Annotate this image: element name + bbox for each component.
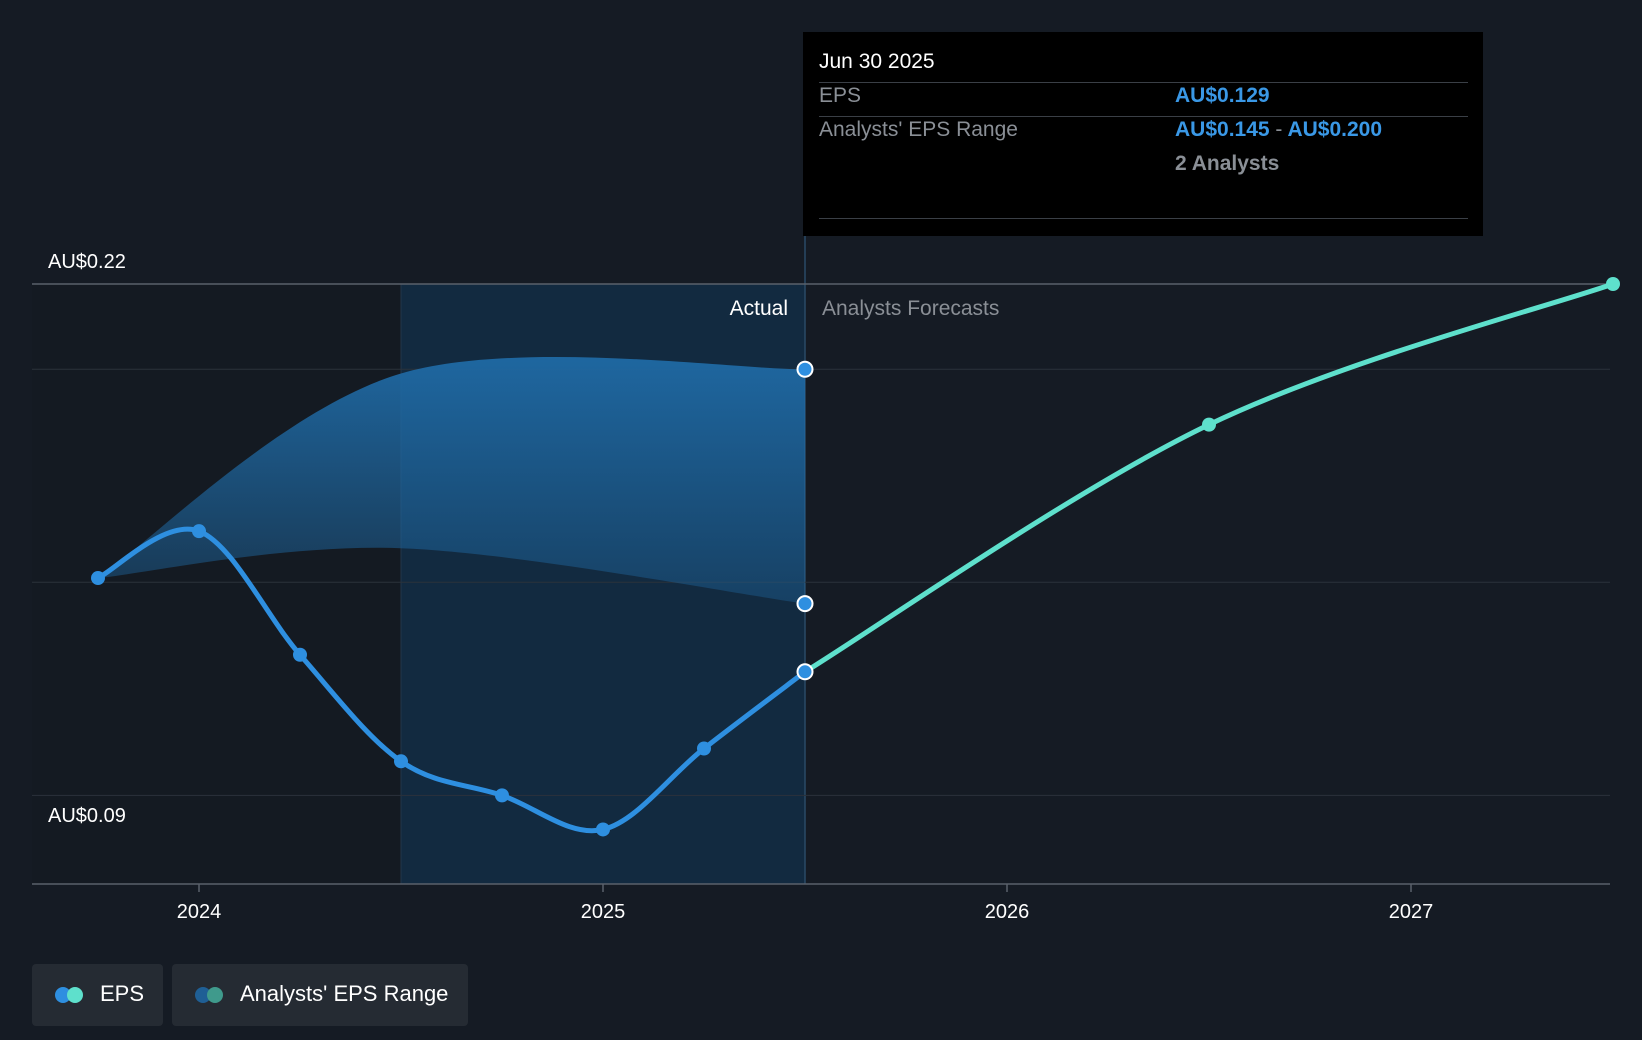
legend-eps-label: EPS xyxy=(100,981,145,1006)
legend-range-label: Analysts' EPS Range xyxy=(240,981,449,1006)
eps-forecast-point xyxy=(1606,277,1620,291)
x-tick-label: 2027 xyxy=(1389,901,1434,923)
eps-tooltip: Jun 30 2025 EPS AU$0.129 Analysts' EPS R… xyxy=(803,32,1483,236)
eps-forecast-line xyxy=(802,281,1616,675)
y-axis-label: AU$0.22 xyxy=(48,251,126,273)
tooltip-range-high: AU$0.200 xyxy=(1287,118,1383,141)
analysts-eps-range-layer xyxy=(98,357,805,604)
range-low-marker xyxy=(796,595,814,613)
eps-actual-point xyxy=(293,647,307,662)
tooltip-eps-label: EPS xyxy=(819,84,862,107)
range-high-marker xyxy=(796,360,814,378)
eps-point-layer xyxy=(91,277,1620,837)
eps-actual-point xyxy=(192,524,206,539)
eps-selected-marker xyxy=(796,663,814,681)
tooltip-date: Jun 30 2025 xyxy=(819,50,935,73)
legend-eps[interactable]: EPS xyxy=(32,964,163,1026)
y-axis-label: AU$0.09 xyxy=(48,805,126,827)
eps-forecast-dot-icon xyxy=(67,987,83,1003)
eps-actual-point xyxy=(495,788,509,803)
actual-section-label: Actual xyxy=(730,297,788,320)
tooltip-divider xyxy=(819,82,1468,83)
tooltip-range-separator: - xyxy=(1275,118,1283,141)
x-tick-label: 2024 xyxy=(177,901,222,923)
analysts-eps-range-band xyxy=(98,357,805,604)
eps-actual-point xyxy=(596,822,610,837)
tooltip-analyst-count: 2 Analysts xyxy=(1175,152,1280,175)
axis-label-layer: AU$0.22 AU$0.09 2024 2025 2026 2027 Actual Anal… xyxy=(48,251,1433,923)
eps-actual-point xyxy=(697,741,711,756)
x-tick-label: 2026 xyxy=(985,901,1030,923)
tooltip-eps-value: AU$0.129 xyxy=(1175,84,1270,107)
tooltip-divider xyxy=(819,116,1468,117)
eps-actual-point xyxy=(394,754,408,769)
tooltip-divider xyxy=(819,218,1468,219)
eps-actual-point xyxy=(91,571,105,586)
past-region-background xyxy=(32,284,401,884)
forecast-section-label: Analysts Forecasts xyxy=(822,297,999,320)
tooltip-range-label: Analysts' EPS Range xyxy=(819,118,1018,141)
eps-forecast-point xyxy=(1202,417,1216,432)
tooltip-range-low: AU$0.145 xyxy=(1175,118,1270,141)
x-tick-label: 2025 xyxy=(581,901,626,923)
eps-actual-line xyxy=(95,526,808,834)
tooltip-range-value: AU$0.145 - AU$0.200 xyxy=(1175,118,1382,142)
range-forecast-dot-icon xyxy=(207,987,223,1003)
legend-analysts-eps-range[interactable]: Analysts' EPS Range xyxy=(172,964,468,1026)
